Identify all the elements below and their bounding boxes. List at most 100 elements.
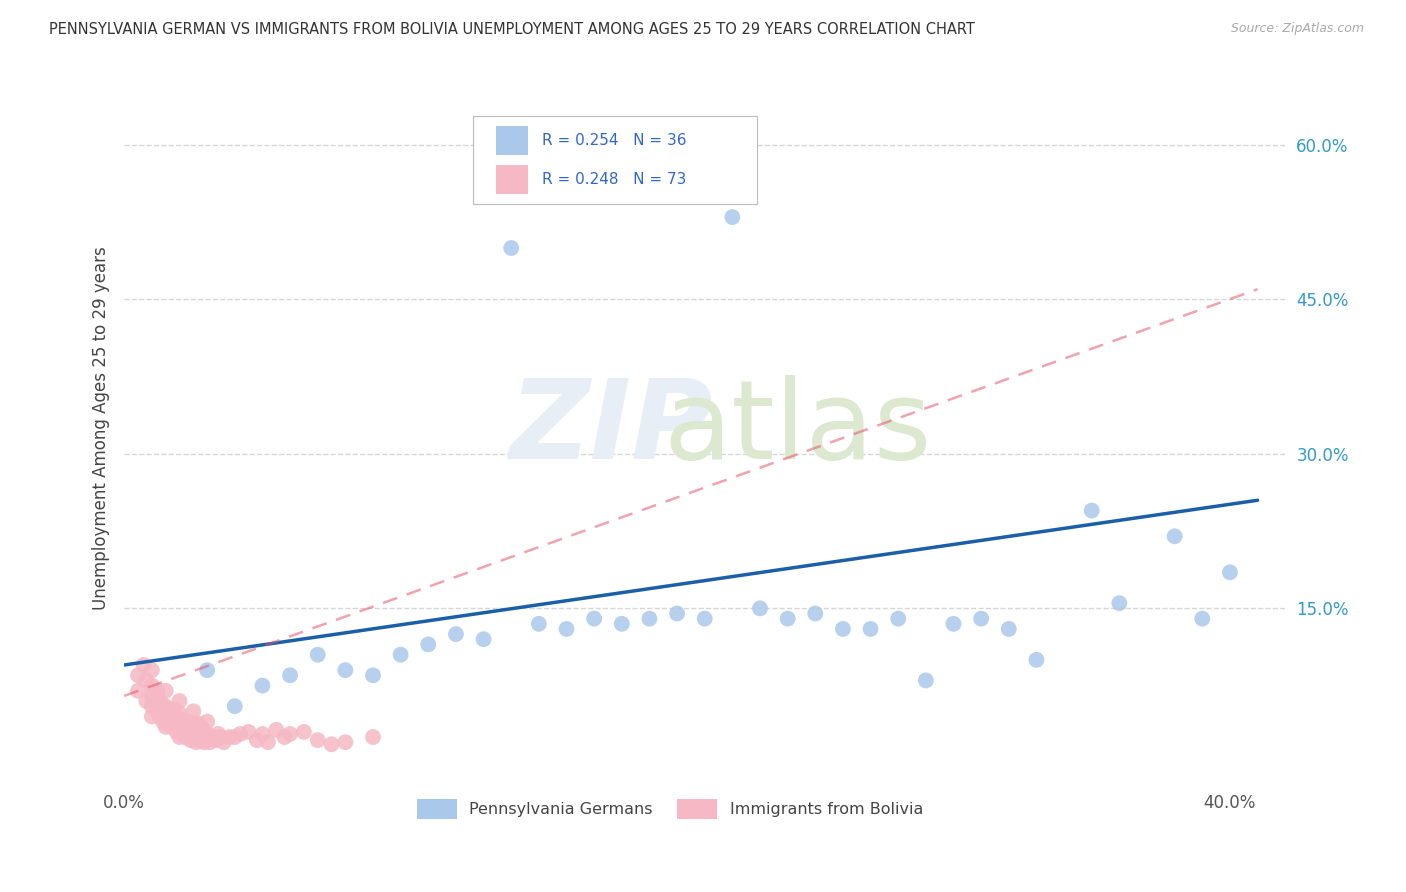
Point [157, 714, 180, 729]
Point [187, 730, 209, 744]
Point [610, 616, 633, 631]
Point [527, 616, 550, 631]
Point [942, 616, 965, 631]
Point [1219, 566, 1241, 580]
Point [804, 607, 827, 621]
Point [389, 648, 412, 662]
Point [555, 622, 578, 636]
Point [193, 735, 215, 749]
Point [218, 730, 240, 744]
Point [157, 704, 180, 718]
Point [184, 735, 207, 749]
Point [693, 612, 716, 626]
Point [1025, 653, 1047, 667]
Point [361, 668, 384, 682]
Point [887, 612, 910, 626]
Point [141, 679, 163, 693]
Point [132, 658, 155, 673]
Point [335, 735, 357, 749]
Point [180, 733, 202, 747]
Point [212, 735, 235, 749]
Point [264, 723, 287, 737]
Point [163, 716, 186, 731]
Point [204, 733, 226, 747]
Point [183, 716, 205, 731]
Point [177, 727, 200, 741]
Point [832, 622, 855, 636]
Point [155, 720, 177, 734]
Point [321, 737, 343, 751]
Point [970, 612, 993, 626]
Point [163, 702, 186, 716]
Point [638, 612, 661, 626]
Point [187, 716, 209, 731]
Text: atlas: atlas [664, 375, 932, 482]
Point [152, 699, 174, 714]
Y-axis label: Unemployment Among Ages 25 to 29 years: Unemployment Among Ages 25 to 29 years [93, 246, 110, 610]
Point [172, 725, 194, 739]
Point [141, 709, 163, 723]
Point [749, 601, 772, 615]
Point [209, 730, 232, 744]
Point [166, 713, 188, 727]
Point [278, 727, 301, 741]
Point [1191, 612, 1213, 626]
Point [252, 727, 274, 741]
Point [169, 720, 191, 734]
Point [207, 727, 229, 741]
Point [127, 668, 149, 682]
Point [721, 210, 744, 224]
Point [335, 663, 357, 677]
Point [195, 714, 218, 729]
Text: ZIP: ZIP [510, 375, 714, 482]
Point [859, 622, 882, 636]
Point [292, 725, 315, 739]
FancyBboxPatch shape [472, 116, 756, 204]
Point [224, 730, 246, 744]
Point [155, 683, 177, 698]
Point [915, 673, 938, 688]
Point [172, 713, 194, 727]
Point [127, 683, 149, 698]
Point [183, 730, 205, 744]
Point [141, 689, 163, 703]
Point [472, 632, 495, 647]
Point [149, 694, 172, 708]
Point [155, 699, 177, 714]
Point [141, 663, 163, 677]
Point [180, 720, 202, 734]
Point [135, 694, 157, 708]
Point [146, 683, 169, 698]
Point [1108, 596, 1130, 610]
Point [198, 735, 221, 749]
Point [273, 730, 295, 744]
Point [160, 720, 183, 734]
Text: R = 0.254   N = 36: R = 0.254 N = 36 [543, 133, 686, 148]
Point [307, 733, 329, 747]
Point [190, 721, 212, 735]
Point [307, 648, 329, 662]
Point [184, 723, 207, 737]
Point [169, 730, 191, 744]
Point [238, 725, 260, 739]
Point [361, 730, 384, 744]
Point [169, 706, 191, 721]
Point [146, 704, 169, 718]
Point [149, 709, 172, 723]
Point [155, 709, 177, 723]
Point [152, 714, 174, 729]
Point [174, 716, 197, 731]
Point [160, 706, 183, 721]
Point [195, 663, 218, 677]
Text: PENNSYLVANIA GERMAN VS IMMIGRANTS FROM BOLIVIA UNEMPLOYMENT AMONG AGES 25 TO 29 : PENNSYLVANIA GERMAN VS IMMIGRANTS FROM B… [49, 22, 976, 37]
Point [583, 612, 606, 626]
Bar [496, 126, 529, 155]
Point [776, 612, 799, 626]
Point [195, 727, 218, 741]
Point [246, 733, 269, 747]
Point [1163, 529, 1185, 543]
Legend: Pennsylvania Germans, Immigrants from Bolivia: Pennsylvania Germans, Immigrants from Bo… [411, 793, 929, 825]
Point [135, 673, 157, 688]
Point [444, 627, 467, 641]
Text: R = 0.248   N = 73: R = 0.248 N = 73 [543, 172, 686, 187]
